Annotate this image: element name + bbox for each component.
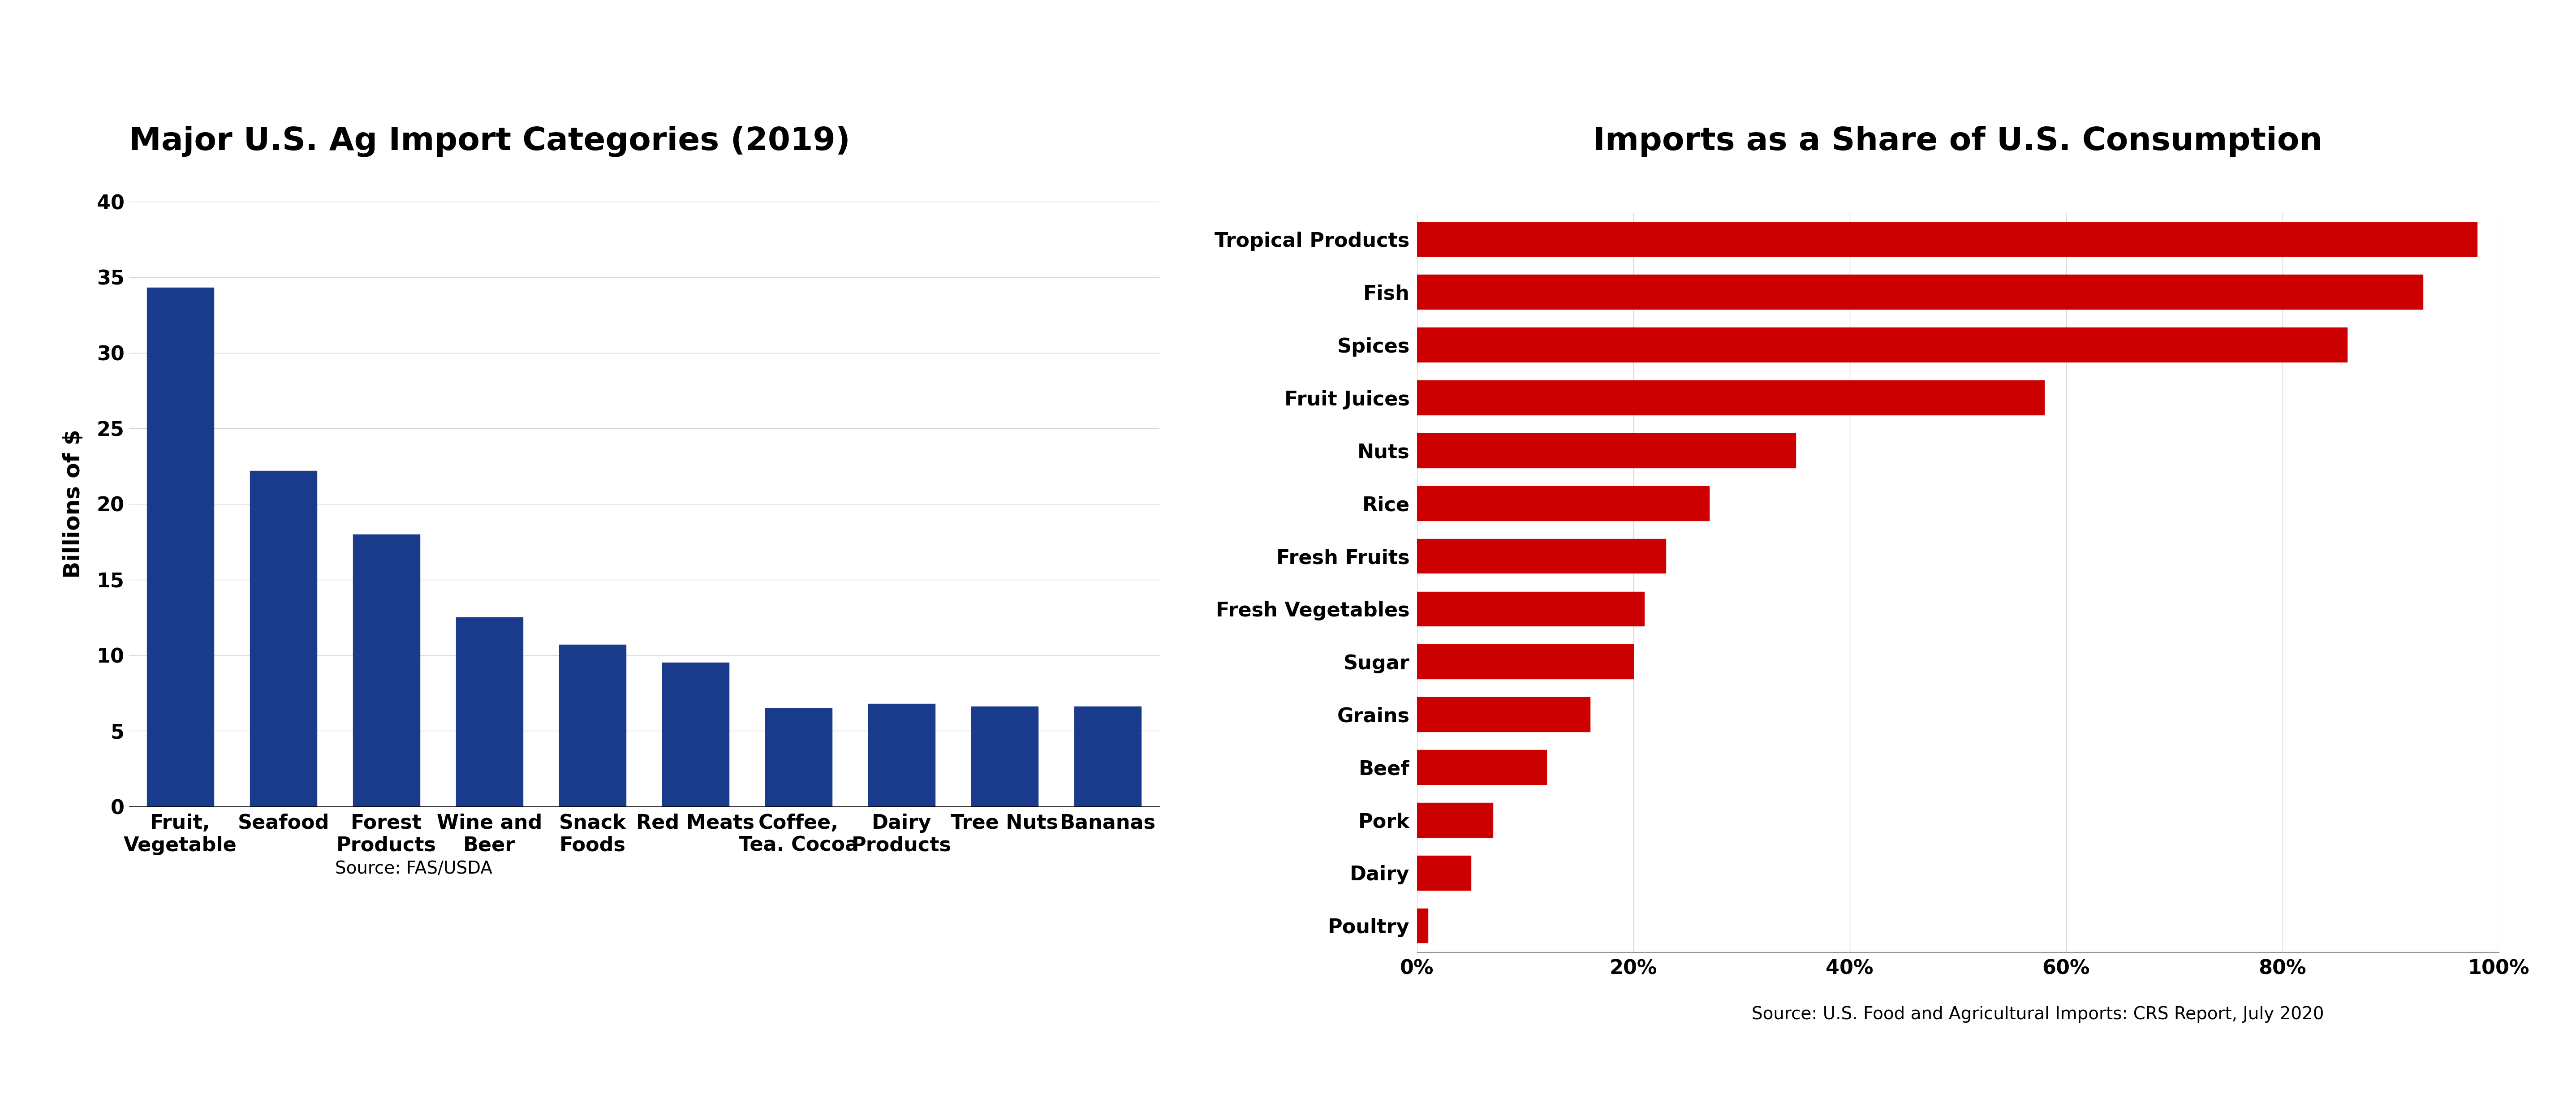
Bar: [250, 470, 317, 806]
Bar: [1417, 539, 1667, 573]
Text: Source: U.S. Food and Agricultural Imports: CRS Report, July 2020: Source: U.S. Food and Agricultural Impor…: [1752, 1006, 2324, 1023]
Bar: [662, 663, 729, 806]
Bar: [1417, 591, 1643, 626]
Bar: [1417, 856, 1471, 890]
Bar: [559, 645, 626, 806]
Bar: [1417, 698, 1589, 731]
Bar: [1417, 433, 1795, 467]
Bar: [971, 707, 1038, 806]
Bar: [456, 617, 523, 806]
Bar: [1417, 908, 1427, 943]
Bar: [1417, 274, 2424, 309]
Bar: [1417, 222, 2478, 256]
Bar: [868, 703, 935, 806]
Y-axis label: Billions of $: Billions of $: [62, 429, 85, 579]
Bar: [1417, 750, 1546, 784]
Bar: [1417, 328, 2347, 362]
Bar: [1417, 644, 1633, 679]
Bar: [765, 708, 832, 806]
Bar: [353, 534, 420, 806]
Text: Source: FAS/USDA: Source: FAS/USDA: [335, 860, 492, 877]
Bar: [1074, 707, 1141, 806]
Bar: [1417, 486, 1708, 521]
Bar: [1417, 803, 1492, 837]
Bar: [1417, 381, 2045, 414]
Text: Major U.S. Ag Import Categories (2019): Major U.S. Ag Import Categories (2019): [129, 125, 850, 157]
Text: Imports as a Share of U.S. Consumption: Imports as a Share of U.S. Consumption: [1592, 125, 2324, 157]
Bar: [147, 288, 214, 806]
